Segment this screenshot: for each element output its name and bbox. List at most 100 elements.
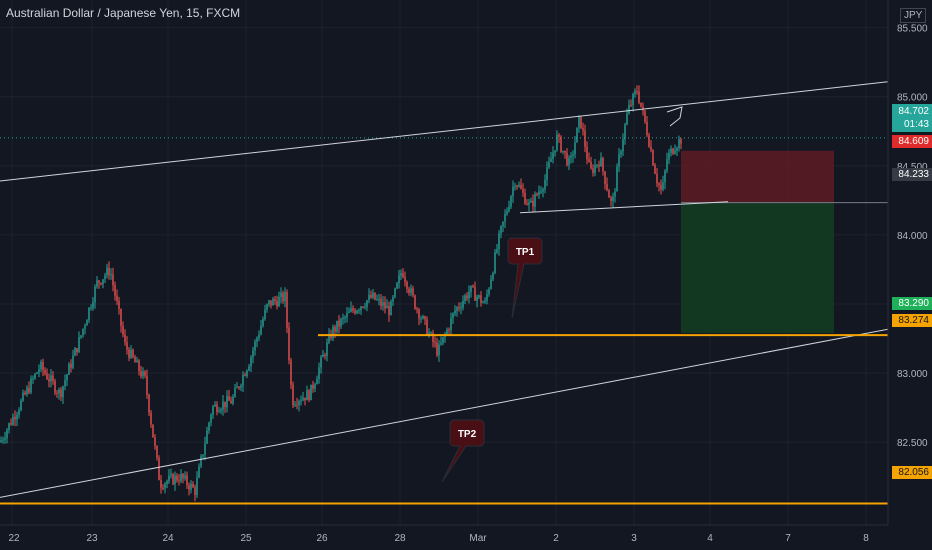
candle-body [402,273,404,278]
time-tick-label: 2 [553,533,559,544]
candle-body [346,312,348,318]
candle-body [394,288,396,297]
candle-body [610,197,612,201]
candle-body [52,375,54,382]
candle-body [498,233,500,249]
candle-body [200,456,202,467]
candle-body [372,292,374,298]
candle-body [550,158,552,162]
candle-body [80,335,82,338]
tp1-price-badge: 83.274 [892,314,932,327]
candle-body [586,146,588,160]
candle-body [66,374,68,381]
tp2-callout-label: TP2 [458,429,477,440]
flag-pattern [666,106,683,127]
candle-body [224,401,226,408]
candle-body [502,221,504,227]
candle-body [18,410,20,415]
candle-body [106,267,108,276]
candle-body [318,367,320,380]
candle-body [678,139,680,148]
stop-zone [681,150,834,203]
candle-body [578,116,580,128]
candle-body [396,282,398,289]
candle-body [570,155,572,158]
candle-body [344,317,346,319]
candle-body [416,308,418,310]
candle-body [602,157,604,172]
candle-body [54,381,56,393]
candle-body [180,473,182,482]
candle-body [634,91,636,94]
candle-body [464,295,466,302]
candle-body [308,390,310,401]
candle-body [32,378,34,380]
candle-body [548,161,550,168]
candle-body [184,475,186,479]
candle-body [170,474,172,476]
candle-body [494,252,496,273]
candle-body [534,194,536,207]
countdown-label: 01:43 [903,119,929,130]
candle-body [50,375,52,382]
candle-body [104,275,106,280]
candle-body [558,134,560,137]
candle-body [490,279,492,289]
candle-body [238,386,240,388]
candle-body [140,370,142,377]
candle-body [254,341,256,351]
candle-body [330,334,332,339]
candle-body [110,274,112,276]
candle-body [206,430,208,444]
candle-body [588,159,590,162]
candle-body [304,397,306,401]
candle-body [504,214,506,222]
candle-body [404,277,406,282]
candle-body [538,191,540,195]
candle-body [270,300,272,306]
candle-body [362,306,364,308]
candle-body [650,146,652,151]
candle-body [146,375,148,395]
price-tick-label: 82.500 [897,438,928,449]
candle-body [46,373,48,380]
candle-body [486,294,488,301]
candle-body [606,183,608,191]
candle-body [574,142,576,155]
candle-body [220,409,222,412]
candle-body [566,152,568,166]
candle-body [342,317,344,320]
time-tick-label: 23 [86,533,98,544]
candle-body [320,357,322,368]
tp2-callout: TP2 [441,419,485,483]
candle-body [234,388,236,397]
candle-body [524,192,526,204]
candle-body [240,385,242,388]
candle-body [276,301,278,307]
candle-body [300,400,302,402]
candle-body [176,475,178,481]
time-axis-bg [0,525,932,550]
candle-body [152,424,154,438]
candle-body [366,300,368,307]
candle-body [90,307,92,309]
candle-body [622,139,624,152]
candle-body [212,406,214,415]
candle-body [210,414,212,423]
candle-body [282,292,284,302]
candle-body [222,401,224,410]
candle-body [284,291,286,302]
candle-body [0,440,2,443]
candle-body [216,404,218,413]
candle-body [630,104,632,106]
candle-body [8,423,10,431]
candle-body [256,338,258,342]
candle-body [258,334,260,339]
candle-body [98,280,100,283]
candle-body [518,185,520,187]
candle-body [288,327,290,361]
candle-body [478,295,480,297]
candle-body [294,404,296,406]
candle-body [620,151,622,155]
